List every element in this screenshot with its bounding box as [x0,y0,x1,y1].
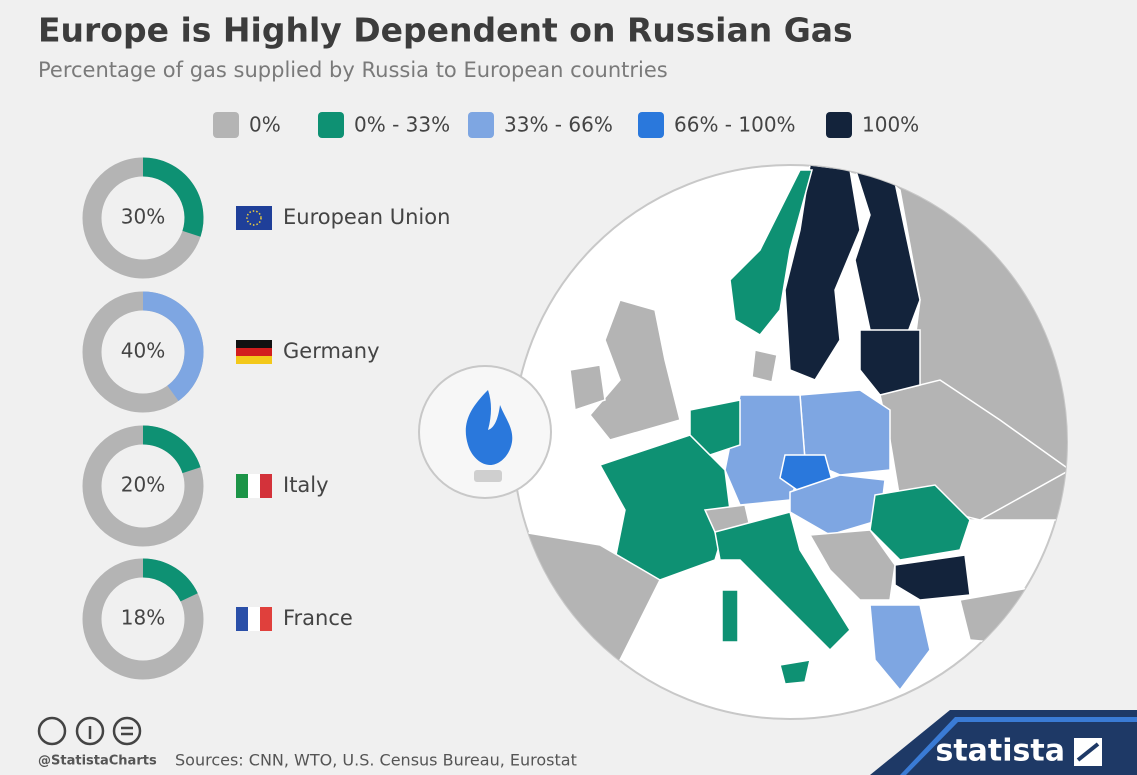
legend-label: 66% - 100% [674,113,796,137]
flag-fr [260,607,272,631]
burner-icon [474,470,502,482]
flame-icon [465,390,513,465]
flag-fr [236,607,248,631]
donut-label: 40% [121,339,165,363]
subtitle: Percentage of gas supplied by Russia to … [38,58,668,82]
country [729,169,813,336]
donut-label: 20% [121,473,165,497]
legend-label: 0% [249,113,281,137]
flag-eu-stars [246,210,262,226]
country [879,379,1067,521]
flag-eu [236,206,272,230]
license-icons [37,716,142,746]
by-icon [75,716,105,746]
brand-banner [870,710,1137,775]
legend-swatch [638,112,664,138]
donut-segment [142,157,204,237]
country [784,165,861,381]
flags [236,206,272,631]
cc-icon [37,716,67,746]
brand: statista [935,734,1065,769]
legend: 0% 0% - 33% 33% - 66% 66% - 100% 100% [213,112,919,138]
flag-fr [248,607,260,631]
donut-label: 18% [121,606,165,630]
legend-swatch [826,112,852,138]
donut-title: France [283,606,353,630]
legend-label: 33% - 66% [504,113,613,137]
flag-de [236,356,272,364]
country [589,299,681,441]
legend-label: 100% [862,113,919,137]
legend-swatch [318,112,344,138]
country [894,554,971,601]
legend-swatch [468,112,494,138]
brand-logo [1076,742,1100,762]
country [721,589,739,643]
nd-icon [112,716,142,746]
country [751,349,778,383]
country [808,529,896,601]
title: Europe is Highly Dependent on Russian Ga… [38,11,853,50]
donut-title: Italy [283,473,329,497]
donut-charts: 30% European Union 40% Germany 20% Italy 18% Fr… [82,157,450,680]
legend-swatch [213,112,239,138]
country [779,659,811,685]
country [869,604,931,692]
sources: Sources: CNN, WTO, U.S. Census Bureau, E… [175,751,577,770]
country [569,364,606,412]
country [714,511,851,652]
donut-title: Germany [283,339,380,363]
flag-it [248,474,260,498]
flag-it [236,474,248,498]
country [689,399,741,456]
handle: @StatistaCharts [38,754,157,769]
flag-de [236,348,272,356]
flag-it [260,474,272,498]
donut-segment [142,558,198,602]
legend-label: 0% - 33% [354,113,450,137]
country [859,329,921,396]
donut-segment [142,425,201,474]
donut-title: European Union [283,205,450,229]
donut-segment [142,291,204,401]
flag-de [236,340,272,348]
donut-label: 30% [121,205,165,229]
